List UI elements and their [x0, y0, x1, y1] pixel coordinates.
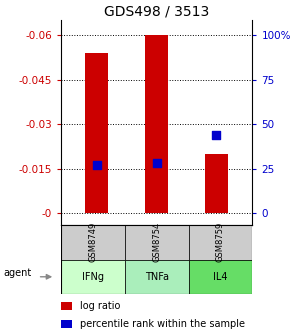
Text: GSM8759: GSM8759 — [216, 222, 225, 262]
Point — [214, 132, 219, 137]
Bar — [145, 35, 168, 213]
Bar — [125, 259, 188, 294]
Text: agent: agent — [3, 268, 31, 278]
Point — [154, 161, 159, 166]
Title: GDS498 / 3513: GDS498 / 3513 — [104, 5, 209, 19]
Bar — [188, 259, 252, 294]
Text: GSM8749: GSM8749 — [88, 222, 97, 262]
Bar — [86, 53, 108, 213]
Bar — [61, 259, 125, 294]
Text: IL4: IL4 — [213, 272, 228, 282]
Point — [95, 162, 99, 168]
Bar — [61, 320, 72, 328]
Bar — [61, 225, 125, 259]
Text: TNFa: TNFa — [145, 272, 168, 282]
Text: percentile rank within the sample: percentile rank within the sample — [80, 319, 245, 329]
Text: log ratio: log ratio — [80, 301, 120, 311]
Text: IFNg: IFNg — [82, 272, 104, 282]
Bar — [61, 302, 72, 310]
Text: GSM8754: GSM8754 — [152, 222, 161, 262]
Bar — [205, 154, 228, 213]
Bar — [125, 225, 188, 259]
Bar — [188, 225, 252, 259]
